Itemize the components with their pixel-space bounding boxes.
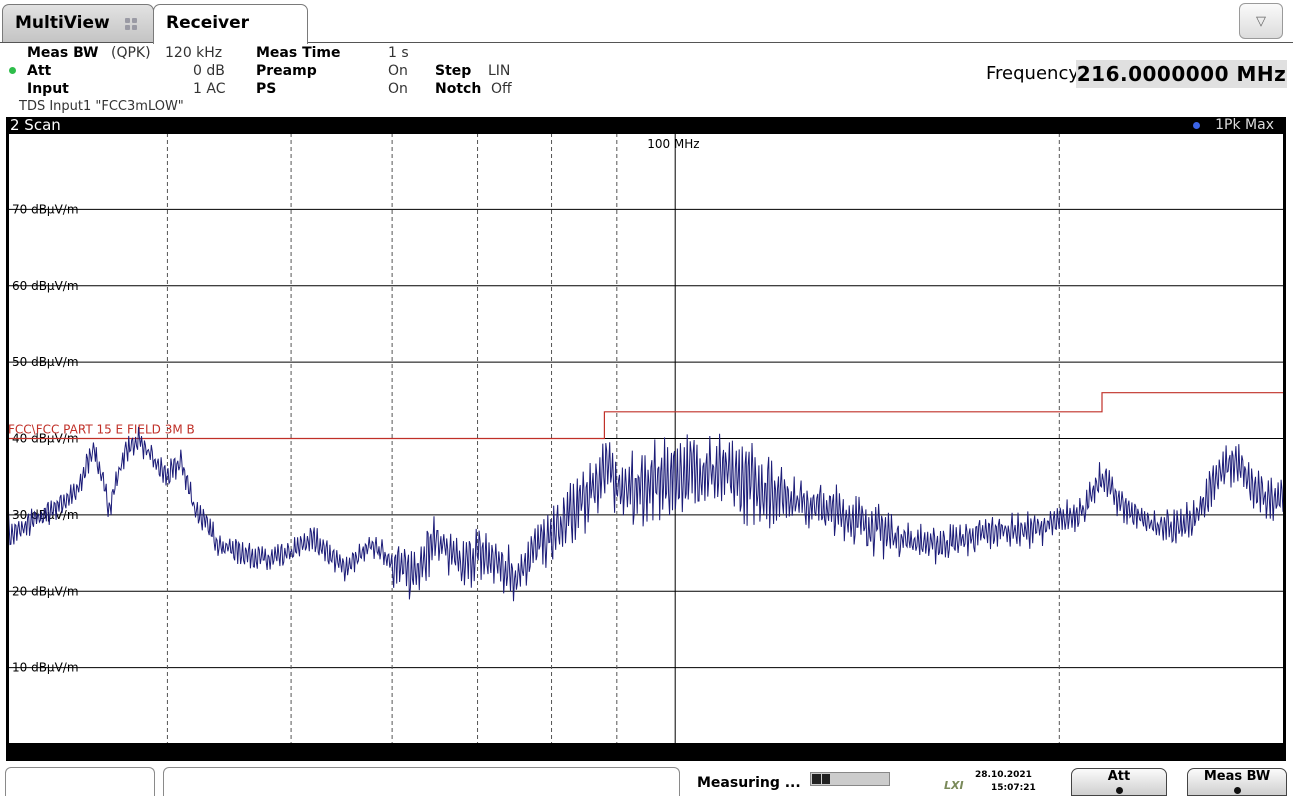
x-tick-label: 100 MHz [647, 137, 699, 151]
notch-value: Off [491, 81, 512, 97]
progress-segment [812, 774, 821, 784]
progress-segment [821, 774, 831, 784]
window-dropdown-button[interactable]: ▽ [1239, 3, 1283, 39]
progress-segment [831, 774, 840, 784]
status-time: 15:07:21 [991, 783, 1036, 793]
scan-plot[interactable]: 10 dBµV/m20 dBµV/m30 dBµV/m40 dBµV/m50 d… [8, 133, 1284, 744]
tab-bar: MultiView Receiver ▽ [0, 0, 1293, 44]
trace-indicator-icon [1193, 122, 1200, 129]
plot-frame [8, 133, 1284, 744]
meas-time-value: 1 s [388, 45, 409, 61]
meas-bw-softkey-indicator-icon [1233, 787, 1241, 794]
tab-receiver-label: Receiver [166, 13, 250, 33]
progress-segment [879, 774, 888, 784]
att-softkey-indicator-icon [1115, 787, 1123, 794]
triangle-down-icon: ▽ [1256, 14, 1266, 29]
start-frequency-label: Start 30.0 MHz [10, 744, 122, 762]
meas-bw-value: 120 kHz [165, 45, 223, 61]
ps-value: On [388, 81, 408, 97]
meas-bw-label: Meas BW [27, 45, 99, 61]
limit-line [8, 392, 1284, 440]
att-value: 0 dB [193, 63, 225, 79]
step-label: Step [435, 63, 472, 79]
input-label: Input [27, 81, 69, 97]
y-tick-label: 60 dBµV/m [12, 279, 79, 293]
meas-bw-mode: (QPK) [111, 45, 151, 61]
limit-line-label: FCC\FCC PART 15 E FIELD 3M B [8, 423, 195, 437]
tab-divider [0, 42, 1293, 43]
att-softkey-button[interactable]: Att [1071, 768, 1167, 796]
measurement-progress-bar [810, 772, 890, 786]
att-label: Att [27, 63, 52, 79]
stop-frequency-label: Stop 300.0 MHz [1164, 744, 1283, 762]
multiview-grid-icon [125, 18, 137, 30]
preamp-value: On [388, 63, 408, 79]
progress-segment [850, 774, 860, 784]
att-status-led-icon [9, 67, 16, 74]
status-field-left [5, 767, 155, 796]
scan-title: 2 Scan [10, 116, 61, 134]
preamp-label: Preamp [256, 63, 317, 79]
y-tick-label: 70 dBµV/m [12, 202, 79, 216]
y-tick-label: 20 dBµV/m [12, 584, 79, 598]
ps-label: PS [256, 81, 277, 97]
tab-multiview[interactable]: MultiView [2, 4, 154, 42]
tab-receiver[interactable]: Receiver [153, 4, 308, 44]
step-value: LIN [488, 63, 511, 79]
status-date: 28.10.2021 [975, 770, 1032, 780]
y-tick-label: 50 dBµV/m [12, 355, 79, 369]
progress-segment [840, 774, 850, 784]
notch-label: Notch [435, 81, 482, 97]
trace-1pk-max [8, 426, 1284, 602]
meas-bw-softkey-label: Meas BW [1203, 769, 1271, 784]
progress-segment [869, 774, 879, 784]
lxi-logo: LXI [944, 779, 964, 792]
tds-input-label: TDS Input1 "FCC3mLOW" [19, 99, 184, 114]
meas-time-label: Meas Time [256, 45, 341, 61]
input-value: 1 AC [193, 81, 226, 97]
y-tick-label: 10 dBµV/m [12, 661, 79, 675]
status-field-message [163, 767, 680, 796]
progress-segment [860, 774, 869, 784]
meas-bw-softkey-button[interactable]: Meas BW [1187, 768, 1287, 796]
measuring-status: Measuring ... [697, 775, 801, 791]
att-softkey-label: Att [1107, 769, 1131, 784]
scan-header: 2 Scan 1Pk Max [6, 117, 1286, 134]
frequency-value[interactable]: 216.0000000 MHz [1076, 60, 1287, 88]
tab-multiview-label: MultiView [15, 13, 110, 33]
frequency-label: Frequency [986, 63, 1079, 84]
trace-label: 1Pk Max [1215, 117, 1274, 133]
